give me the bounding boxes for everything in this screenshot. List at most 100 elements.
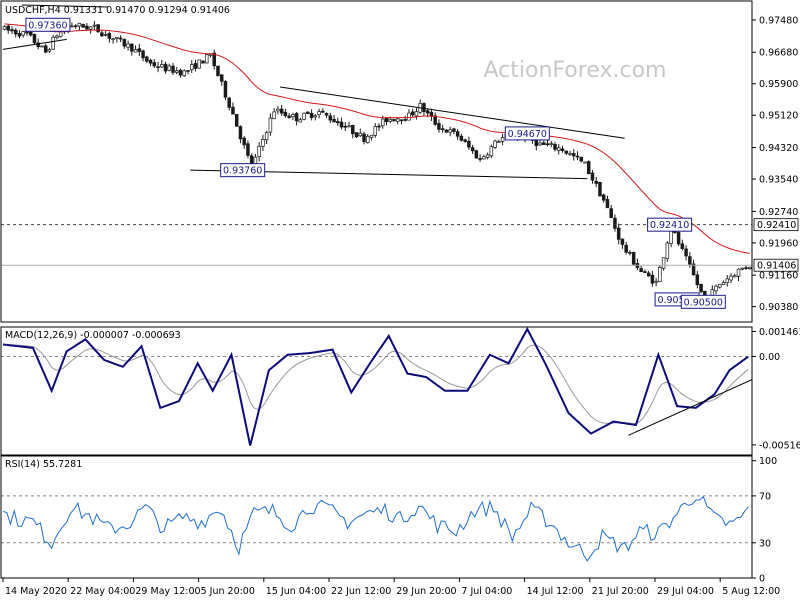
candle bbox=[586, 160, 591, 175]
candle bbox=[594, 176, 598, 188]
candle-body bbox=[616, 227, 621, 240]
candle-body bbox=[347, 125, 351, 128]
price-y-tick-label: 0.92740 bbox=[759, 207, 798, 218]
candle bbox=[178, 68, 183, 78]
price-label-box: 0.97360 bbox=[25, 17, 71, 32]
candle-body bbox=[422, 103, 426, 112]
candle-body bbox=[227, 97, 231, 108]
price-label-box: 0.90500 bbox=[680, 294, 726, 309]
price-y-tick-label: 0.97480 bbox=[759, 15, 798, 26]
candle bbox=[55, 34, 59, 40]
candle bbox=[40, 45, 44, 48]
candle-body bbox=[560, 148, 565, 151]
macd-panel-frame bbox=[0, 326, 753, 456]
candle bbox=[440, 124, 445, 133]
candle bbox=[628, 250, 632, 256]
candle-body bbox=[212, 52, 216, 67]
candle-body bbox=[141, 50, 145, 59]
candle bbox=[616, 223, 621, 245]
candle bbox=[358, 128, 363, 138]
candle bbox=[733, 273, 737, 278]
candle-body bbox=[190, 64, 194, 71]
candle-body bbox=[238, 126, 243, 140]
candle-body bbox=[721, 281, 726, 285]
candle bbox=[392, 118, 396, 122]
rsi-header: RSI(14) 55.7281 bbox=[5, 459, 82, 470]
candle-body bbox=[332, 118, 336, 123]
candle bbox=[542, 140, 546, 145]
candle bbox=[459, 133, 464, 142]
candle-body bbox=[549, 143, 554, 145]
candle-body bbox=[115, 36, 119, 39]
price-label-frame bbox=[647, 217, 693, 232]
candle bbox=[118, 35, 123, 43]
candle-body bbox=[590, 172, 595, 181]
candle-body bbox=[542, 142, 546, 145]
candle bbox=[32, 33, 37, 45]
candle-body bbox=[362, 133, 366, 143]
candle-body bbox=[242, 137, 246, 146]
candle-body bbox=[186, 70, 190, 72]
rsi-panel-frame bbox=[0, 455, 753, 579]
candle bbox=[643, 269, 647, 273]
candle-body bbox=[321, 110, 325, 113]
candle bbox=[272, 108, 276, 120]
candle-body bbox=[324, 113, 329, 116]
candle bbox=[583, 161, 587, 164]
price-y-tick-label: 0.95900 bbox=[759, 79, 798, 90]
candle bbox=[482, 154, 486, 160]
candle-body bbox=[130, 43, 134, 52]
candle-body bbox=[272, 111, 276, 120]
candle-body bbox=[287, 115, 291, 118]
watermark-text: ActionForex.com bbox=[484, 58, 667, 83]
candle-body bbox=[568, 152, 572, 155]
candle bbox=[291, 112, 295, 120]
candle-body bbox=[586, 161, 591, 174]
candle bbox=[598, 181, 602, 197]
x-tick-label: 29 Jul 04:00 bbox=[657, 586, 714, 597]
candle-body bbox=[534, 139, 539, 147]
trendline bbox=[2, 38, 67, 50]
candle-body bbox=[358, 132, 363, 137]
rsi-line bbox=[2, 495, 749, 562]
candle bbox=[467, 136, 471, 150]
candle-body bbox=[160, 64, 164, 68]
candle-body bbox=[725, 278, 730, 283]
candle-body bbox=[448, 129, 452, 133]
candle-body bbox=[28, 31, 33, 36]
candle-body bbox=[294, 113, 299, 122]
price-label-text: 0.93760 bbox=[223, 166, 262, 177]
candle bbox=[81, 23, 85, 28]
candle-body bbox=[410, 111, 415, 116]
candle-body bbox=[175, 70, 179, 73]
candle bbox=[571, 149, 576, 161]
macd-panel bbox=[1, 326, 753, 446]
candle-body bbox=[103, 34, 108, 36]
text-layer: USDCHF,H4 0.91331 0.91470 0.91294 0.9140… bbox=[5, 5, 230, 470]
candle bbox=[2, 25, 7, 31]
candle-body bbox=[96, 24, 100, 33]
price-tag-label: 0.92410 bbox=[757, 220, 796, 231]
candle bbox=[227, 96, 231, 111]
candle-body bbox=[17, 33, 22, 37]
candle-body bbox=[197, 59, 201, 69]
candle bbox=[497, 139, 501, 143]
candle bbox=[171, 62, 175, 75]
x-tick-label: 14 Jul 12:00 bbox=[527, 586, 584, 597]
candle bbox=[324, 112, 329, 119]
candle bbox=[369, 134, 374, 141]
candle-body bbox=[414, 111, 419, 117]
candle-body bbox=[661, 257, 666, 269]
candle-body bbox=[298, 119, 303, 123]
trendline bbox=[280, 86, 625, 139]
candle bbox=[246, 140, 250, 159]
candle bbox=[145, 55, 149, 64]
candle bbox=[650, 270, 655, 287]
candle bbox=[418, 99, 422, 114]
candle-body bbox=[2, 26, 7, 30]
candle bbox=[699, 283, 703, 294]
candle bbox=[126, 40, 130, 51]
candle bbox=[141, 49, 145, 62]
candle bbox=[725, 275, 730, 287]
candle bbox=[639, 266, 643, 273]
